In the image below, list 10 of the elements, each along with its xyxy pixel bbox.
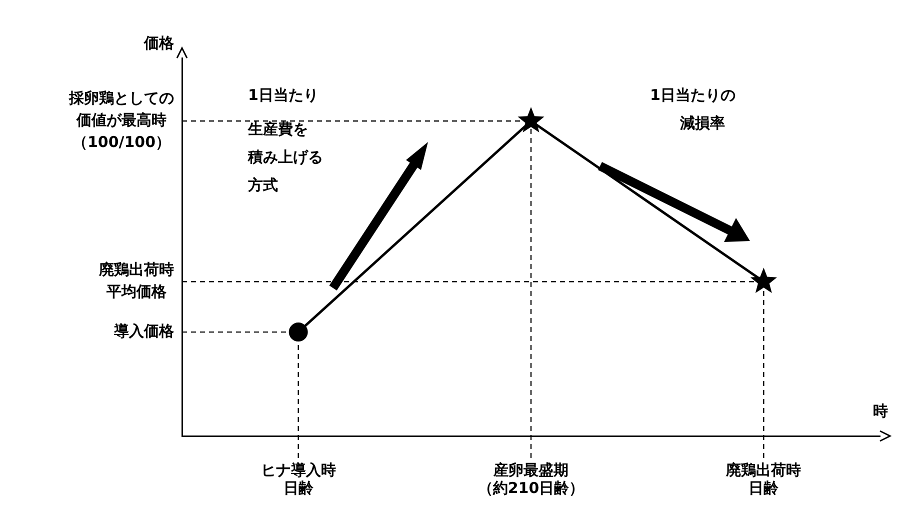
- y-axis-title: 価格: [143, 34, 175, 52]
- x-tick-label: ヒナ導入時日齢: [260, 460, 336, 497]
- ref-line-label: 廃鶏出荷時平均価格: [98, 260, 174, 301]
- x-axis-title: 時: [873, 402, 888, 420]
- x-tick-label: 産卵最盛期（約210日齢）: [478, 460, 584, 497]
- annotation: 1日当たりの減損率: [650, 86, 736, 132]
- ref-line-label: 導入価格: [113, 322, 175, 340]
- annotation: 1日当たり生産費を積み上げる方式: [247, 86, 323, 194]
- ref-line-label: 採卵鶏としての価値が最高時（100/100）: [68, 88, 174, 151]
- x-tick-label: 廃鶏出荷時日齢: [725, 460, 802, 497]
